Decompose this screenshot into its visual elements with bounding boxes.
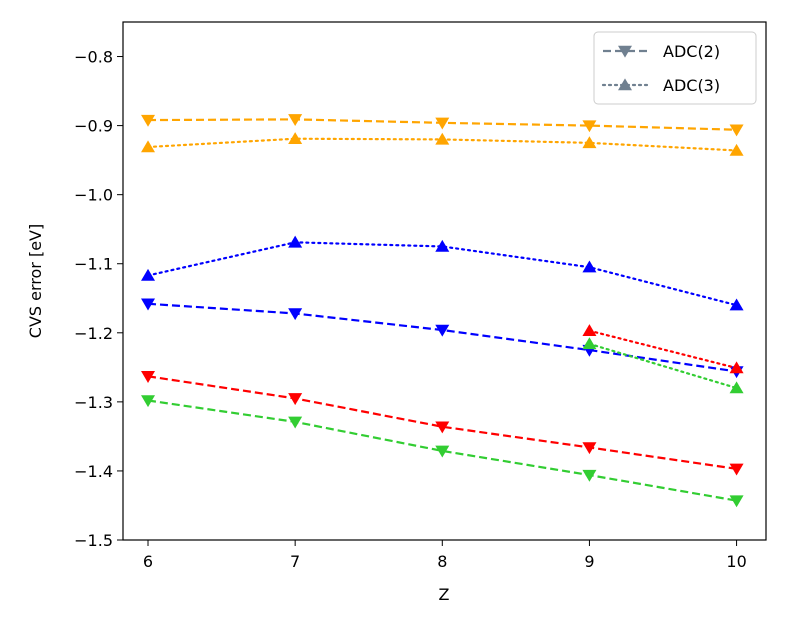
data-point-down-triangle [435, 421, 450, 434]
y-tick-label: −1.4 [74, 462, 113, 481]
x-tick-label: 9 [584, 552, 594, 571]
series-layer [141, 114, 744, 508]
x-tick-label: 8 [437, 552, 447, 571]
legend-label-adc2: ADC(2) [663, 42, 720, 61]
data-point-up-triangle [435, 132, 450, 145]
data-point-down-triangle [582, 442, 597, 455]
data-point-down-triangle [141, 298, 156, 311]
data-point-up-triangle [729, 361, 744, 374]
y-tick-label: −0.9 [74, 117, 113, 136]
y-tick-label: −1.2 [74, 324, 113, 343]
data-point-down-triangle [141, 371, 156, 383]
data-point-down-triangle [582, 469, 597, 482]
data-point-up-triangle [141, 268, 156, 281]
series-line [147, 375, 737, 470]
series-line [147, 399, 737, 502]
data-point-down-triangle [141, 114, 156, 127]
data-point-down-triangle [729, 463, 744, 476]
y-tick-label: −0.8 [74, 48, 113, 67]
data-point-down-triangle [288, 308, 303, 321]
x-axis-label: Z [439, 585, 450, 604]
data-point-up-triangle [435, 239, 450, 252]
series-line [146, 241, 738, 307]
data-point-down-triangle [435, 117, 450, 130]
legend: ADC(2) ADC(3) [593, 31, 757, 105]
data-point-up-triangle [288, 235, 303, 248]
y-tick-label: −1.5 [74, 531, 113, 550]
axes-frame [122, 21, 767, 541]
data-point-down-triangle [141, 395, 156, 408]
series-line [588, 329, 738, 370]
data-point-down-triangle [288, 393, 303, 406]
data-point-up-triangle [729, 143, 744, 156]
x-tick-label: 10 [726, 552, 746, 571]
data-point-up-triangle [582, 260, 597, 273]
data-point-down-triangle [435, 445, 450, 458]
legend-label-adc3: ADC(3) [663, 76, 720, 95]
data-point-up-triangle [582, 324, 597, 336]
data-point-up-triangle [582, 136, 597, 149]
data-point-down-triangle [288, 416, 303, 429]
data-point-down-triangle [729, 495, 744, 508]
data-point-up-triangle [582, 337, 597, 350]
data-point-up-triangle [729, 381, 744, 394]
x-tick-label: 6 [143, 552, 153, 571]
legend-marker-adc3 [618, 78, 632, 91]
x-tick-label: 7 [290, 552, 300, 571]
data-point-down-triangle [729, 124, 744, 137]
data-point-up-triangle [141, 140, 156, 153]
y-tick-label: −1.0 [74, 186, 113, 205]
legend-marker-adc2 [618, 45, 632, 58]
tick-layer: 6 7 8 9 10 −1.5 −1.4 −1.3 −1.2 −1.1 −1.0 −0.9 −0.8 [74, 48, 747, 571]
y-tick-label: −1.1 [74, 255, 113, 274]
data-point-down-triangle [582, 120, 597, 133]
series-line [588, 342, 738, 390]
y-axis-label: CVS error [eV] [26, 224, 45, 338]
y-tick-label: −1.3 [74, 393, 113, 412]
data-point-up-triangle [729, 298, 744, 311]
data-point-down-triangle [435, 324, 450, 337]
data-point-up-triangle [288, 132, 303, 144]
data-point-down-triangle [288, 114, 303, 127]
